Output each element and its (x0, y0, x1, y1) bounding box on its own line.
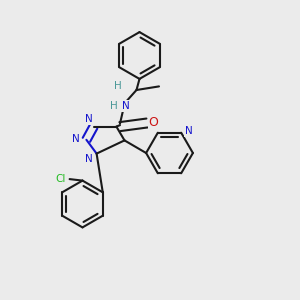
Text: N: N (72, 134, 80, 145)
Text: H: H (110, 101, 118, 111)
Text: O: O (149, 116, 158, 129)
Text: N: N (85, 114, 93, 124)
Text: Cl: Cl (56, 174, 66, 184)
Text: H: H (114, 81, 122, 92)
Text: N: N (184, 126, 192, 136)
Text: N: N (122, 101, 130, 111)
Text: N: N (85, 154, 93, 164)
